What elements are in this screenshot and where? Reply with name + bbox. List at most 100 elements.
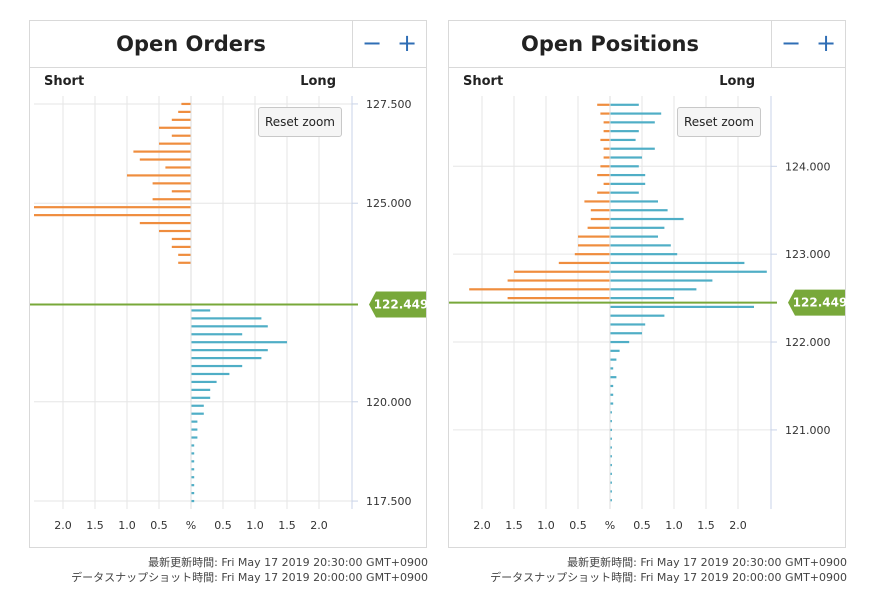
panel-title: Open Positions bbox=[520, 32, 700, 56]
long-bar bbox=[191, 460, 195, 463]
long-bar bbox=[610, 420, 612, 423]
long-bar bbox=[610, 428, 612, 432]
current-price-marker bbox=[369, 291, 426, 318]
header-divider bbox=[771, 21, 772, 68]
zoom-in-button[interactable]: + bbox=[815, 29, 837, 57]
zoom-out-button[interactable]: − bbox=[780, 29, 802, 57]
short-bar bbox=[152, 198, 191, 201]
long-bar bbox=[610, 463, 612, 467]
long-bar bbox=[610, 130, 639, 133]
short-bar bbox=[127, 174, 191, 177]
long-bar bbox=[191, 356, 262, 360]
long-bar bbox=[610, 253, 678, 256]
short-bar bbox=[578, 235, 610, 238]
short-bar bbox=[600, 138, 610, 142]
long-bar bbox=[191, 420, 198, 423]
snapshot-time-text: データスナップショット時間: Fri May 17 2019 20:00:00 … bbox=[71, 571, 428, 584]
long-bar bbox=[610, 402, 614, 405]
short-bar bbox=[603, 182, 610, 185]
short-bar bbox=[600, 112, 610, 115]
x-tick-label: 1.0 bbox=[246, 519, 264, 532]
short-bar bbox=[171, 134, 191, 137]
long-bar bbox=[191, 380, 217, 384]
y-tick-label: 127.500 bbox=[366, 98, 412, 111]
short-bar bbox=[558, 261, 610, 265]
snapshot-time-text: データスナップショット時間: Fri May 17 2019 20:00:00 … bbox=[490, 571, 847, 584]
panel-header: Open Positions − + bbox=[449, 21, 845, 68]
x-tick-label: % bbox=[186, 519, 196, 532]
short-bar bbox=[139, 158, 191, 161]
short-bar bbox=[171, 190, 191, 193]
long-bar bbox=[610, 472, 612, 475]
long-bar bbox=[610, 367, 614, 370]
long-bar bbox=[191, 452, 195, 455]
x-tick-label: 2.0 bbox=[729, 519, 747, 532]
short-bar bbox=[590, 217, 610, 221]
long-bar bbox=[610, 156, 642, 159]
short-label: Short bbox=[44, 74, 85, 89]
x-tick-label: % bbox=[605, 519, 615, 532]
open-positions-panel: Open Positions − + Short Long 124.000 123… bbox=[448, 20, 847, 548]
short-bar bbox=[590, 209, 610, 212]
short-bar bbox=[171, 245, 191, 249]
long-bar bbox=[191, 349, 268, 352]
long-bar bbox=[610, 358, 617, 361]
x-tick-label: 1.5 bbox=[697, 519, 715, 532]
reset-zoom-button[interactable]: Reset zoom bbox=[677, 107, 761, 137]
long-bar bbox=[610, 305, 754, 308]
long-bar bbox=[191, 412, 204, 415]
long-bar bbox=[610, 279, 713, 282]
x-tick-label: 1.0 bbox=[537, 519, 555, 532]
y-tick-label: 121.000 bbox=[785, 424, 831, 437]
y-tick-label: 123.000 bbox=[785, 248, 831, 261]
long-bar bbox=[191, 436, 198, 439]
short-bar bbox=[139, 221, 191, 225]
long-bar bbox=[610, 314, 665, 317]
long-bar bbox=[610, 235, 658, 238]
long-bar bbox=[610, 288, 697, 291]
long-bar bbox=[610, 393, 614, 396]
x-tick-label: 1.5 bbox=[505, 519, 523, 532]
long-bar bbox=[191, 341, 287, 344]
short-bar bbox=[171, 237, 191, 241]
long-bar bbox=[610, 112, 662, 115]
long-bar bbox=[610, 147, 655, 150]
long-bar bbox=[610, 121, 655, 124]
y-tick-label: 117.500 bbox=[366, 495, 412, 508]
x-tick-label: 2.0 bbox=[473, 519, 491, 532]
reset-zoom-button[interactable]: Reset zoom bbox=[258, 107, 342, 137]
short-bar bbox=[574, 253, 610, 256]
long-bar bbox=[610, 270, 767, 273]
long-bar bbox=[191, 325, 268, 328]
long-bar bbox=[610, 384, 614, 388]
zoom-out-button[interactable]: − bbox=[361, 29, 383, 57]
y-tick-label: 124.000 bbox=[785, 160, 831, 173]
zoom-in-button[interactable]: + bbox=[396, 29, 418, 57]
short-bar bbox=[34, 206, 191, 209]
long-bar bbox=[610, 261, 745, 265]
short-bar bbox=[587, 226, 610, 229]
long-bar bbox=[191, 492, 195, 495]
long-label: Long bbox=[719, 74, 755, 89]
long-bar bbox=[610, 376, 617, 379]
long-bar bbox=[191, 333, 243, 336]
long-bar bbox=[191, 404, 204, 407]
panel-title: Open Orders bbox=[116, 32, 266, 56]
short-bar bbox=[165, 166, 191, 169]
long-bar bbox=[191, 428, 198, 431]
x-tick-label: 1.5 bbox=[278, 519, 296, 532]
short-bar bbox=[159, 126, 191, 129]
long-bar bbox=[610, 182, 646, 185]
x-tick-label: 1.0 bbox=[118, 519, 136, 532]
long-label: Long bbox=[300, 74, 336, 89]
long-bar bbox=[610, 455, 612, 458]
short-label: Short bbox=[463, 74, 504, 89]
long-bar bbox=[610, 323, 646, 326]
short-bar bbox=[514, 270, 610, 273]
x-tick-label: 0.5 bbox=[633, 519, 651, 532]
short-bar bbox=[171, 118, 191, 121]
y-tick-label: 125.000 bbox=[366, 197, 412, 210]
long-bar bbox=[191, 317, 262, 320]
short-bar bbox=[34, 214, 191, 217]
long-bar bbox=[610, 490, 612, 493]
